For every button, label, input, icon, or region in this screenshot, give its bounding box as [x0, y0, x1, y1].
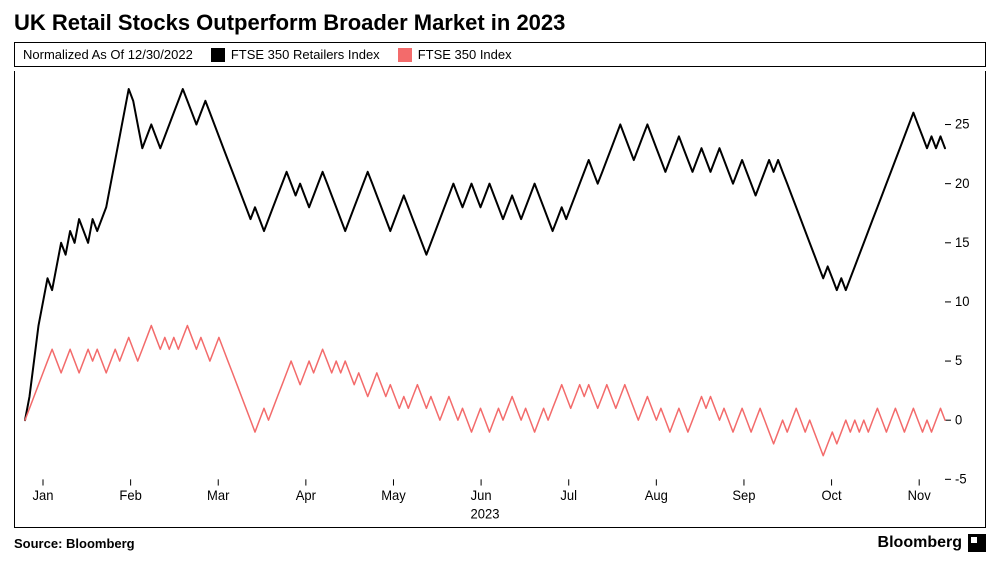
svg-text:20: 20 — [955, 176, 969, 191]
svg-text:0: 0 — [955, 412, 962, 427]
svg-text:Nov: Nov — [908, 488, 931, 503]
swatch-ftse350 — [398, 48, 412, 62]
svg-text:Oct: Oct — [821, 488, 842, 503]
svg-text:Jan: Jan — [33, 488, 54, 503]
svg-text:May: May — [381, 488, 406, 503]
svg-text:5: 5 — [955, 353, 962, 368]
svg-text:Jun: Jun — [471, 488, 492, 503]
brand-text: Bloomberg — [878, 534, 962, 552]
brand-icon — [968, 534, 986, 552]
svg-text:Jul: Jul — [560, 488, 577, 503]
legend-item-ftse350: FTSE 350 Index — [398, 47, 512, 62]
svg-text:Feb: Feb — [119, 488, 141, 503]
legend: Normalized As Of 12/30/2022 FTSE 350 Ret… — [14, 42, 986, 67]
svg-text:Aug: Aug — [645, 488, 668, 503]
svg-text:Apr: Apr — [296, 488, 317, 503]
chart-title: UK Retail Stocks Outperform Broader Mark… — [14, 10, 986, 36]
svg-text:Mar: Mar — [207, 488, 230, 503]
legend-label-ftse350: FTSE 350 Index — [418, 47, 512, 62]
svg-text:25: 25 — [955, 116, 969, 131]
svg-text:15: 15 — [955, 235, 969, 250]
source-label: Source: Bloomberg — [14, 536, 135, 551]
svg-text:-5: -5 — [955, 471, 967, 486]
legend-label-retailers: FTSE 350 Retailers Index — [231, 47, 380, 62]
svg-text:2023: 2023 — [471, 506, 500, 521]
brand: Bloomberg — [878, 534, 986, 552]
svg-text:Sep: Sep — [732, 488, 755, 503]
svg-text:10: 10 — [955, 294, 969, 309]
normalized-note: Normalized As Of 12/30/2022 — [23, 47, 193, 62]
swatch-retailers — [211, 48, 225, 62]
legend-item-retailers: FTSE 350 Retailers Index — [211, 47, 380, 62]
chart-area: -5 0 5 10 15 20 25 Jan Feb Mar Apr May Jun Jul Aug Sep O… — [14, 71, 986, 528]
chart-svg: -5 0 5 10 15 20 25 Jan Feb Mar Apr May Jun Jul Aug Sep O… — [15, 71, 985, 527]
